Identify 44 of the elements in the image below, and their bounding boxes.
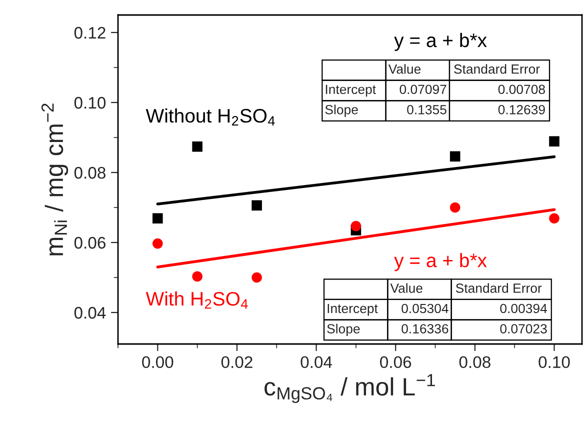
annotation: 0.07023 (500, 324, 547, 334)
x-tick-label: 0.00 (142, 356, 174, 368)
x-tick-label: 0.04 (300, 356, 332, 368)
annotation: 0.12639 (498, 104, 545, 114)
point (252, 272, 262, 283)
annotation: y = a + b*x (394, 253, 487, 272)
annotation: 0.00708 (498, 84, 545, 94)
x-tick-label: 0.06 (380, 356, 412, 368)
annotation: Intercept (328, 304, 378, 316)
y-tick-label: 0.08 (74, 166, 106, 179)
annotation: Slope (325, 104, 358, 117)
annotation: 0.07097 (400, 84, 446, 94)
x-tick-label: 0.02 (221, 356, 252, 368)
point (450, 202, 460, 213)
point (549, 213, 560, 224)
x-axis-title: c$_{MgSO₄}$ / mol L$^{−1}$ (264, 374, 435, 403)
point (350, 220, 362, 232)
point (192, 271, 202, 282)
point (192, 141, 202, 152)
annotation: Standard Error (456, 283, 542, 293)
point (252, 200, 262, 211)
annotation: Intercept (326, 84, 376, 97)
y-axis-title: m$_{Ni}$ / mg cm$^{−2}$ (41, 104, 68, 256)
series-label: With H$_{2}$SO$_{4}$ (146, 291, 248, 309)
annotation: Value (388, 64, 421, 74)
annotation: 0.05304 (402, 304, 448, 314)
annotation: 0.16336 (402, 324, 448, 334)
point (152, 213, 163, 224)
y-tick-label: 0.10 (74, 96, 106, 109)
series-label: Without H$_{2}$SO$_{4}$ (146, 108, 275, 126)
point (152, 238, 163, 249)
x-tick-label: 0.10 (538, 356, 570, 368)
annotation: 0.1355 (407, 104, 446, 114)
y-tick-label: 0.06 (74, 236, 106, 249)
point (549, 136, 560, 146)
annotation: y = a + b*x (394, 32, 487, 52)
y-tick-label: 0.12 (74, 26, 106, 39)
annotation: 0.00394 (500, 304, 547, 314)
point (450, 151, 460, 162)
y-tick-label: 0.04 (74, 306, 106, 319)
x-tick-label: 0.08 (459, 356, 490, 368)
annotation: Slope (327, 324, 360, 336)
annotation: Value (390, 283, 422, 293)
annotation: Standard Error (454, 64, 540, 74)
